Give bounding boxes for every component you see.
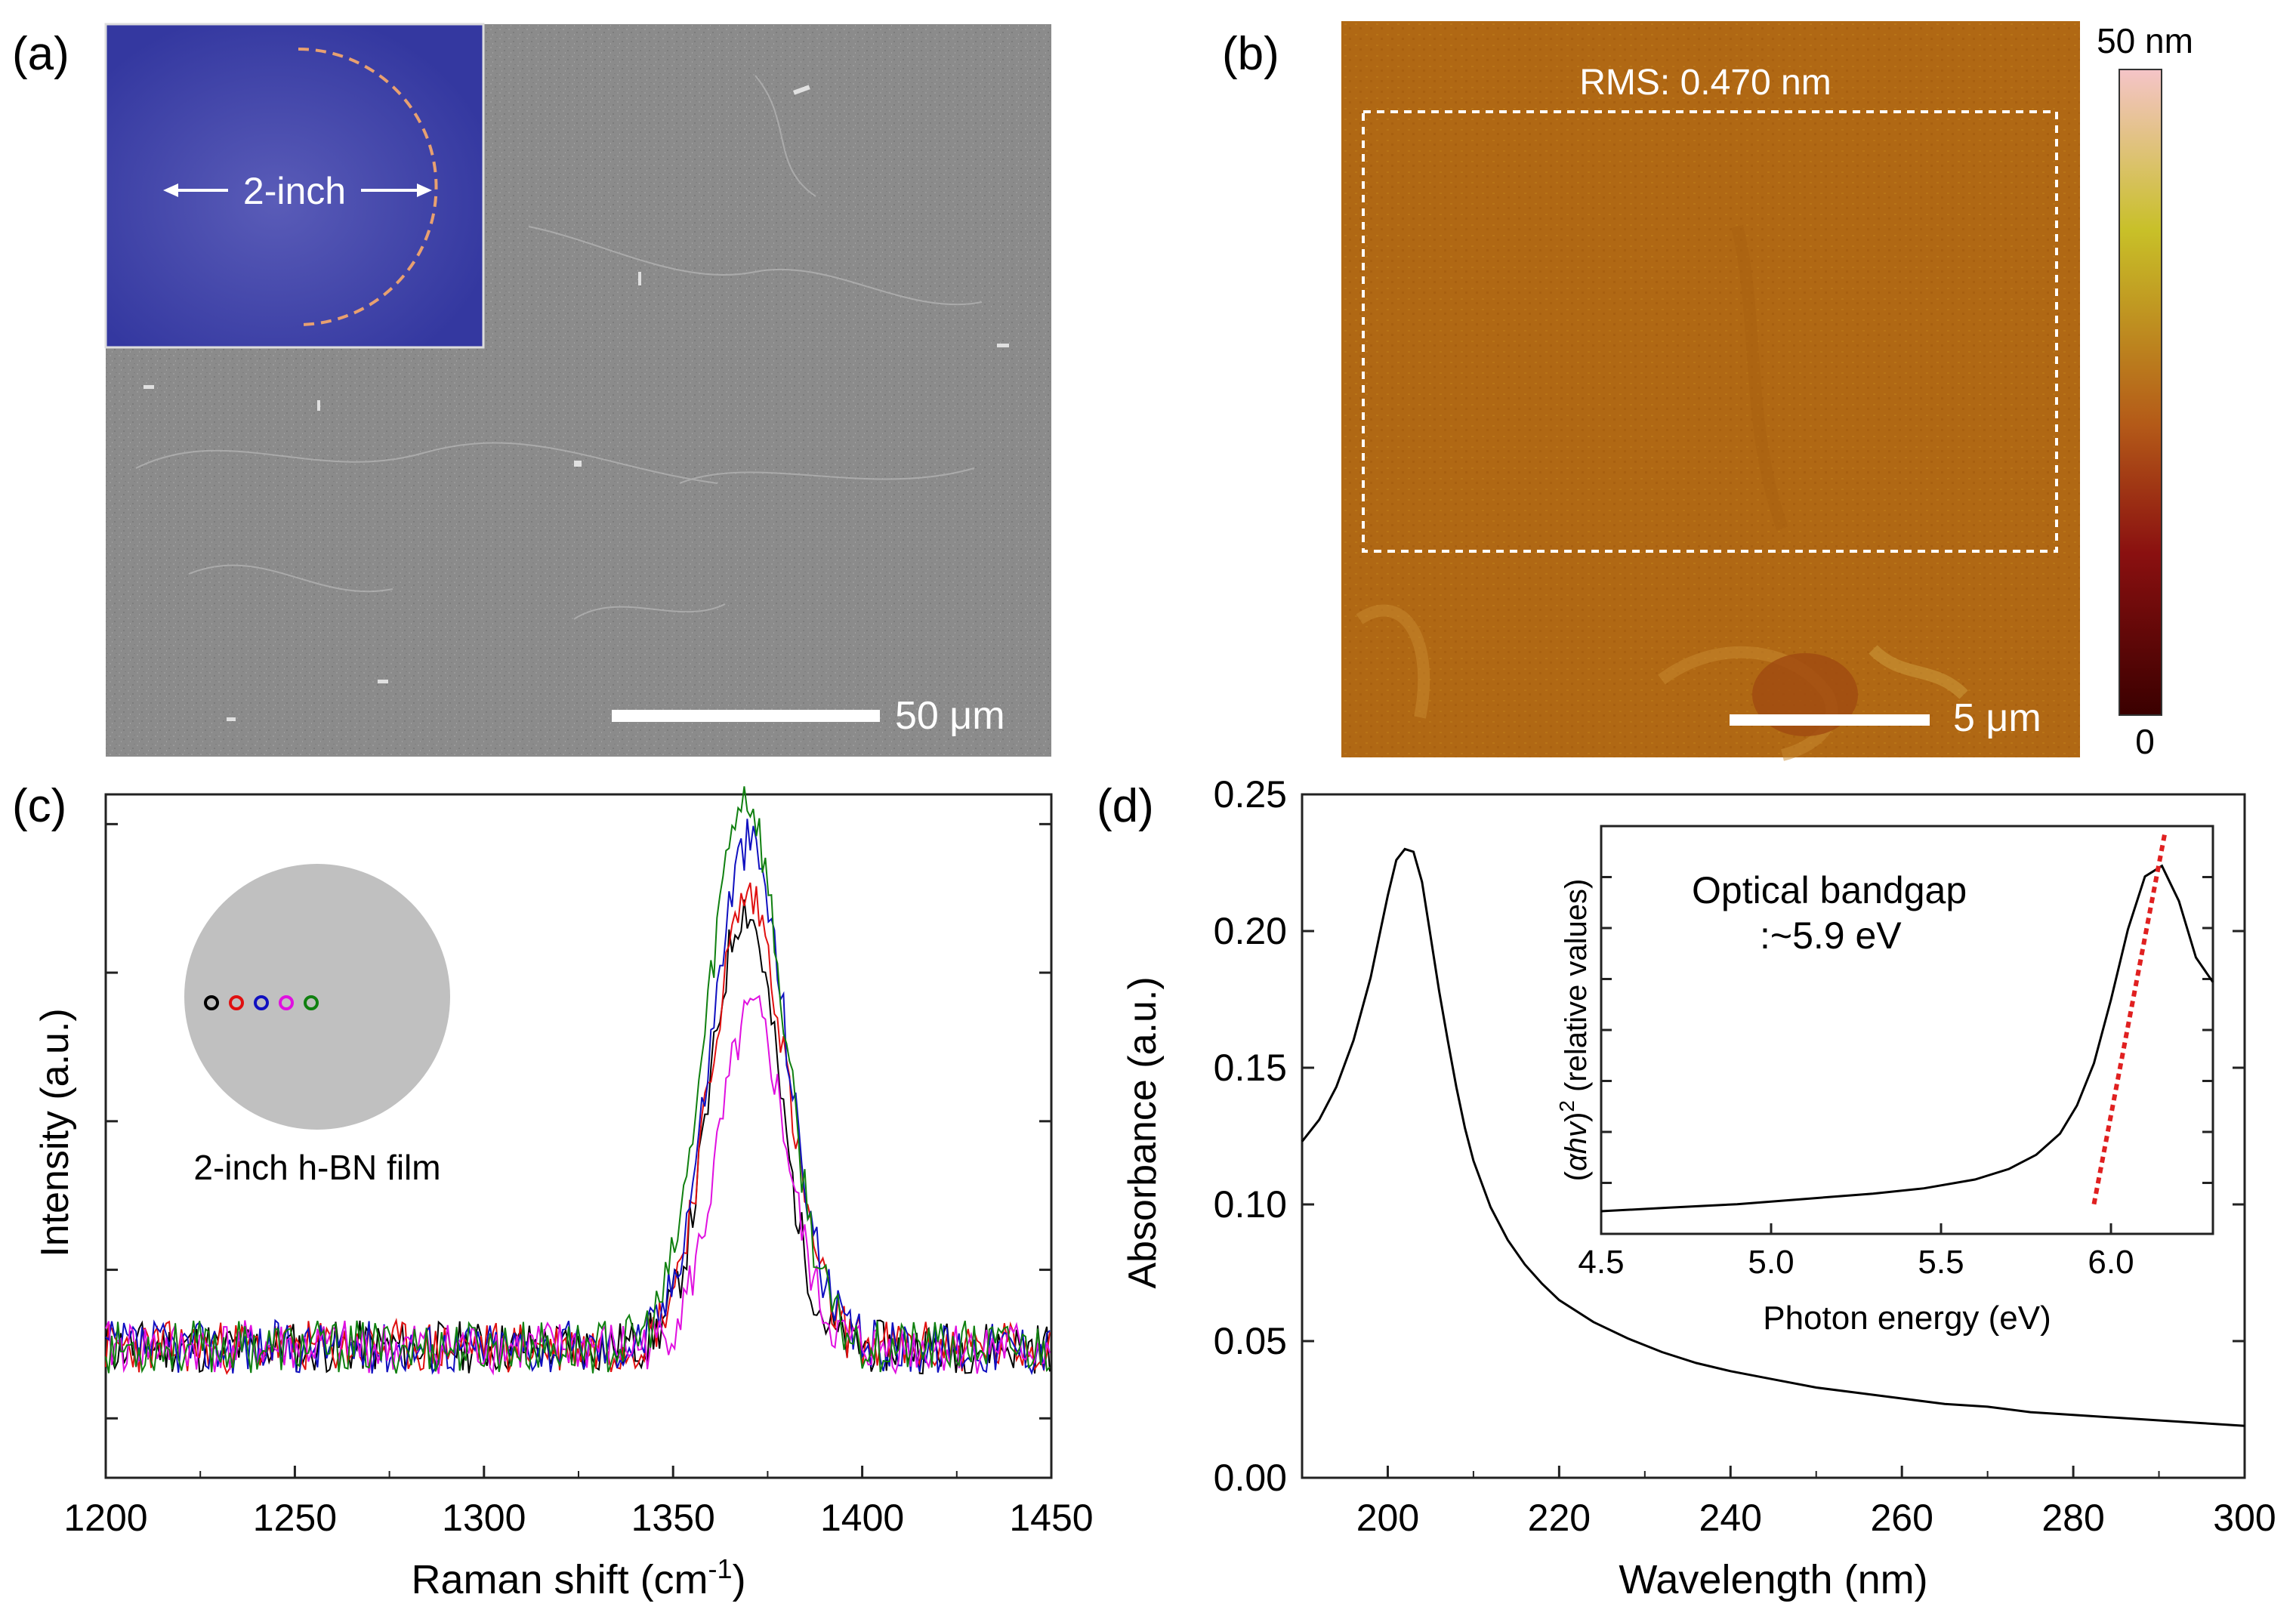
- abs-y-tick-label: 0.05: [1214, 1320, 1287, 1362]
- colorbar-min-label: 0: [2135, 722, 2155, 761]
- abs-y-tick-label: 0.10: [1214, 1183, 1287, 1226]
- abs-x-tick-label: 240: [1699, 1497, 1762, 1539]
- absorbance-curve: [1301, 847, 2245, 1427]
- tauc-x-tick-label: 5.5: [1918, 1244, 1964, 1281]
- abs-x-tick-label: 200: [1356, 1497, 1419, 1539]
- measurement-point: [279, 995, 294, 1010]
- arrowhead-right-icon: [417, 183, 432, 197]
- panel-a: (a) 2-inch: [12, 23, 1051, 757]
- abs-y-tick-label: 0.15: [1214, 1047, 1287, 1089]
- raman-y-axis-label: Intensity (a.u.): [33, 1008, 77, 1257]
- tauc-inset-frame: [1600, 825, 2214, 1235]
- tauc-x-tick-label: 5.0: [1748, 1244, 1794, 1281]
- tauc-x-tick-label: 4.5: [1578, 1244, 1624, 1281]
- raman-x-tick-label: 1200: [63, 1497, 147, 1539]
- panel-d: (d) 200 220 240 260 280 300 0.00 0.05 0.10 0.15 0.…: [1097, 773, 2276, 1602]
- panel-d-label: (d): [1097, 780, 1154, 832]
- panel-c: (c) 1200 1250 1300 1350 1400 1450 2-inch h-BN…: [12, 780, 1094, 1602]
- absorbance-x-axis-label: Wavelength (nm): [1619, 1557, 1927, 1602]
- raman-x-tick-label: 1300: [442, 1497, 526, 1539]
- sem-scale-bar: [612, 710, 880, 722]
- raman-spectrum-green: [105, 786, 1051, 1374]
- measurement-point: [204, 995, 219, 1010]
- absorbance-plot-frame: [1301, 793, 2246, 1479]
- raman-x-tick-label: 1350: [631, 1497, 715, 1539]
- measurement-point: [304, 995, 319, 1010]
- panel-c-label: (c): [12, 780, 66, 832]
- sem-grain-boundaries: [135, 75, 983, 620]
- abs-x-tick-label: 300: [2213, 1497, 2276, 1539]
- abs-x-tick-label: 260: [1870, 1497, 1933, 1539]
- raman-ticks: 1200 1250 1300 1350 1400 1450: [63, 822, 1094, 1539]
- raman-spectrum-magenta: [105, 994, 1051, 1376]
- afm-scale-label: 5 μm: [1953, 696, 2041, 740]
- panel-b: (b) RMS: 0.470 nm 5 μm 50 nm 0: [1222, 21, 2193, 761]
- rms-region-box: [1362, 110, 2058, 553]
- panel-a-label: (a): [12, 28, 69, 80]
- abs-y-tick-label: 0.25: [1214, 773, 1287, 816]
- colorbar-max-label: 50 nm: [2097, 21, 2193, 60]
- bandgap-value: :~5.9 eV: [1760, 914, 1902, 957]
- height-colorbar: [2119, 69, 2162, 716]
- sem-particles: [144, 85, 1009, 721]
- wafer-photo-inset: 2-inch: [104, 23, 485, 349]
- arrowhead-left-icon: [163, 183, 178, 197]
- wafer-map-inset: [184, 864, 450, 1130]
- abs-y-tick-label: 0.00: [1214, 1457, 1287, 1499]
- abs-y-tick-label: 0.20: [1214, 910, 1287, 952]
- raman-x-tick-label: 1400: [820, 1497, 904, 1539]
- measurement-points: [204, 995, 319, 1010]
- raman-x-tick-label: 1450: [1009, 1497, 1093, 1539]
- abs-x-tick-label: 280: [2041, 1497, 2104, 1539]
- afm-scale-bar: [1730, 714, 1930, 726]
- panel-b-label: (b): [1222, 28, 1279, 80]
- abs-x-tick-label: 220: [1528, 1497, 1591, 1539]
- bandgap-title: Optical bandgap: [1692, 869, 1967, 911]
- rms-value: RMS: 0.470 nm: [1579, 63, 1831, 103]
- wafer-size-label: 2-inch: [243, 170, 346, 212]
- tauc-x-tick-label: 6.0: [2088, 1244, 2134, 1281]
- tauc-ticks: 4.5 5.0 5.5 6.0: [1578, 876, 2213, 1281]
- raman-series: [105, 786, 1051, 1376]
- measurement-point: [229, 995, 244, 1010]
- measurement-point: [254, 995, 269, 1010]
- tauc-x-axis-label: Photon energy (eV): [1763, 1300, 2051, 1337]
- raman-x-tick-label: 1250: [253, 1497, 337, 1539]
- afm-image: [1341, 21, 2080, 757]
- wafer-edge-arc: [298, 48, 438, 326]
- tauc-y-axis-label: (αhv)2 (relative values): [1555, 879, 1593, 1182]
- sem-scale-label: 50 μm: [895, 694, 1005, 738]
- tauc-curve: [1600, 864, 2214, 1213]
- raman-x-axis-label: Raman shift (cm-1): [411, 1553, 745, 1602]
- wafer-map-caption: 2-inch h-BN film: [193, 1148, 440, 1187]
- absorbance-y-axis-label: Absorbance (a.u.): [1121, 976, 1165, 1288]
- absorbance-ticks: 200 220 240 260 280 300 0.00 0.05 0.10 0.15 0.20 0.…: [1214, 773, 2276, 1539]
